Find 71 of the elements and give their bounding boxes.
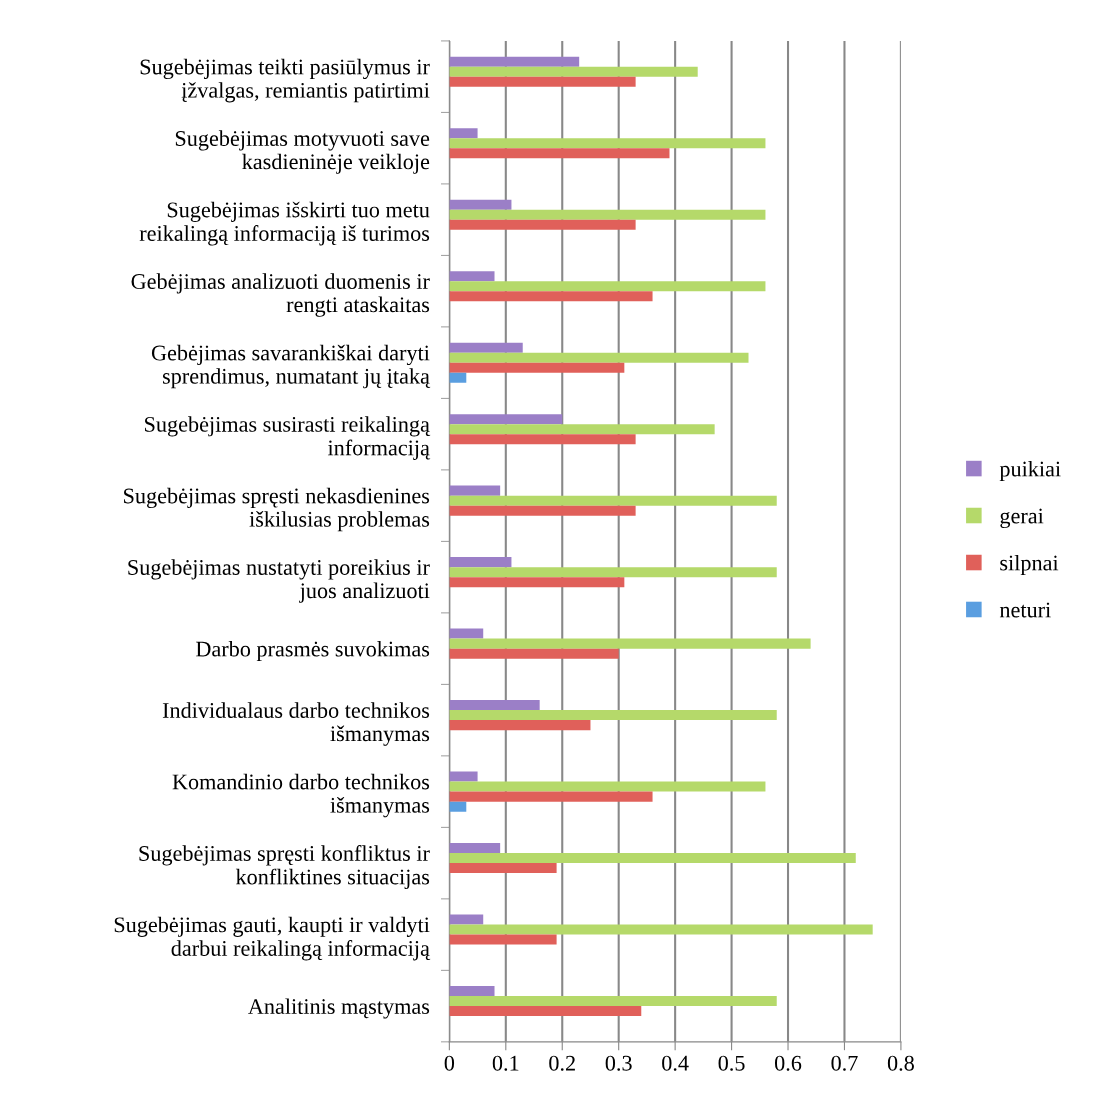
bar	[449, 424, 715, 435]
x-tick-label: 0.4	[662, 1055, 689, 1071]
bar	[449, 986, 495, 997]
bar	[449, 638, 811, 649]
y-tick-label: Sugebėjimas teikti pasiūlymus ir įžvalgas, remiantis patirtimi	[140, 58, 430, 103]
y-tick-label: Analitinis mąstymas	[248, 998, 430, 1019]
bar	[449, 577, 625, 588]
y-tick-label: Sugebėjimas spręsti nekasdienines iškilusias problemas	[124, 487, 430, 532]
x-tick-label: 0	[444, 1055, 455, 1071]
bar	[449, 414, 563, 425]
legend-label: puikiai	[999, 460, 1061, 482]
bar	[449, 352, 749, 363]
bar	[449, 505, 636, 516]
bar	[449, 771, 478, 782]
bar	[449, 291, 653, 302]
bar	[449, 996, 777, 1007]
y-tick-label: Sugebėjimas nustatyti poreikius ir juos analizuoti	[128, 559, 430, 603]
bar	[449, 863, 557, 874]
legend-label: gerai	[1000, 508, 1044, 529]
bar	[449, 148, 670, 159]
y-tick-label: Sugebėjimas motyvuoti save kasdieninėje veikloje	[175, 130, 430, 174]
x-tick-label: 0.7	[831, 1055, 858, 1071]
bar	[449, 372, 467, 383]
bar	[449, 219, 636, 230]
bar	[449, 485, 501, 496]
bar	[449, 209, 766, 220]
x-tick-label: 0.8	[887, 1055, 914, 1071]
y-tick-label: Sugebėjimas gauti, kaupti ir valdyti darbui reikalingą informaciją	[114, 916, 431, 961]
legend-label: silpnai	[1000, 554, 1059, 576]
bar	[449, 56, 580, 67]
bar	[449, 843, 501, 854]
y-tick-label: Darbo prasmės suvokimas	[196, 640, 430, 662]
bar	[449, 1006, 642, 1017]
bar	[449, 557, 512, 568]
bar	[449, 791, 653, 802]
bar	[449, 934, 557, 945]
y-tick-label: Sugebėjimas spręsti konfliktus ir konfliktines situacijas	[139, 845, 430, 890]
bar	[449, 853, 856, 864]
y-tick-label: Individualaus darbo technikos išmanymas	[162, 702, 430, 746]
bar	[449, 138, 766, 149]
bar	[449, 720, 591, 731]
bar	[449, 914, 484, 925]
bar	[449, 271, 495, 282]
y-tick-label: Sugebėjimas susirasti reikalingą informaciją	[145, 416, 431, 460]
bar	[449, 281, 766, 292]
x-tick-label: 0.3	[605, 1055, 632, 1071]
bar	[449, 128, 478, 139]
x-tick-label: 0.5	[718, 1055, 745, 1071]
bar	[449, 76, 636, 87]
bar	[449, 648, 619, 659]
x-tick-label: 0.2	[549, 1055, 575, 1071]
bar	[449, 710, 777, 721]
bar	[449, 495, 777, 506]
bar	[449, 924, 873, 935]
bar	[449, 628, 484, 639]
bar	[449, 362, 625, 373]
bar	[449, 781, 766, 792]
y-tick-label: Komandinio darbo technikos išmanymas	[172, 773, 430, 818]
bar	[449, 199, 512, 210]
x-tick-label: 0.1	[492, 1055, 519, 1071]
y-tick-label: Sugebėjimas išskirti tuo metu reikalingą informaciją iš turimos	[139, 201, 430, 246]
y-tick-label: Gebėjimas savarankiškai daryti sprendimus, numatant jų įtaką	[151, 344, 431, 389]
bar	[449, 66, 698, 77]
legend-label: neturi	[999, 602, 1051, 618]
bar	[449, 700, 540, 711]
bar	[449, 434, 636, 445]
y-tick-label: Gebėjimas analizuoti duomenis ir rengti ataskaitas	[131, 273, 430, 317]
bar	[449, 567, 777, 578]
x-tick-label: 0.6	[774, 1055, 802, 1071]
bar	[449, 342, 523, 353]
bar	[449, 801, 467, 812]
